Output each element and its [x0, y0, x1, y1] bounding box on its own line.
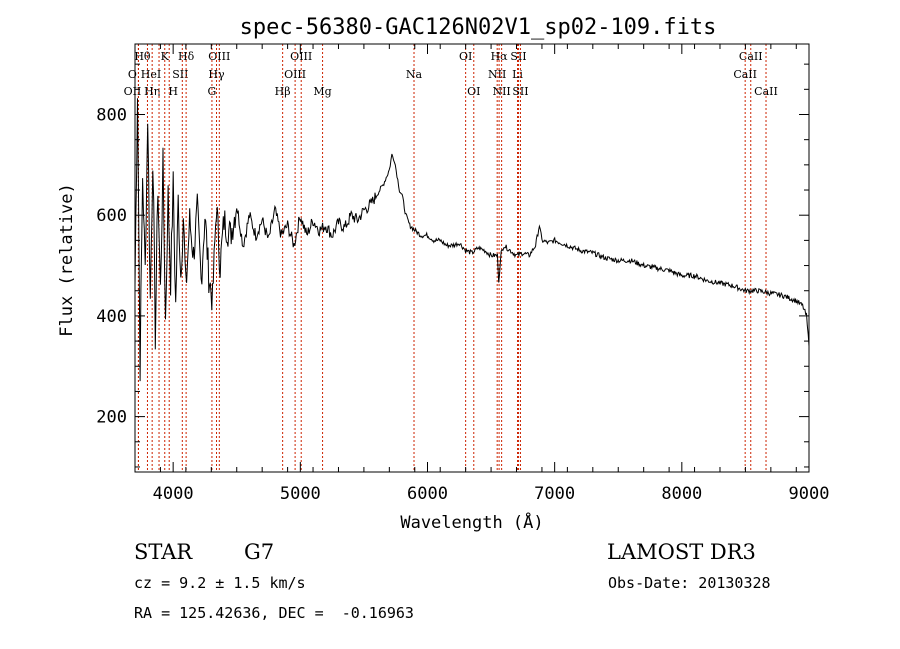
- coordinates: RA = 125.42636, DEC = -0.16963: [134, 604, 414, 622]
- spectrum-series: [134, 98, 810, 382]
- line-label-H-theta: Hθ: [134, 50, 151, 63]
- x-tick-label: 5000: [280, 484, 321, 504]
- line-label-HeI: HeI: [141, 68, 161, 81]
- line-label-OII: OII: [124, 85, 142, 98]
- y-tick-label: 400: [96, 307, 127, 327]
- y-axis-label: Flux (relative): [57, 183, 77, 337]
- line-label-NII-6583: NII: [492, 85, 510, 98]
- y-axis: 200 400 600 800: [96, 63, 809, 468]
- object-class: STAR: [134, 540, 193, 564]
- line-label-OI-6364: OI: [467, 85, 480, 98]
- plot-frame: [134, 43, 810, 473]
- spectrum-line: [134, 98, 810, 382]
- survey-name: LAMOST DR3: [607, 540, 756, 564]
- line-label-Na: Na: [406, 68, 423, 81]
- x-tick-label: 9000: [789, 484, 830, 504]
- line-label-H-gamma: Hγ: [208, 68, 225, 81]
- line-label-H: H: [168, 85, 178, 98]
- x-tick-label: 4000: [153, 484, 194, 504]
- y-tick-label: 200: [96, 408, 127, 428]
- x-tick-label: 7000: [534, 484, 575, 504]
- line-label-H-beta: Hβ: [275, 85, 291, 98]
- line-label-CaII-8498: CaII: [733, 68, 757, 81]
- line-label-OII-b: O: [128, 68, 137, 81]
- x-axis-label: Wavelength (Å): [400, 511, 543, 533]
- line-label-H-delta: Hδ: [178, 50, 195, 63]
- line-label-OIII-5007: OIII: [290, 50, 312, 63]
- line-label-H-alpha: Hα: [491, 50, 509, 63]
- observation-date: Obs-Date: 20130328: [608, 574, 771, 592]
- line-label-OIII-4959: OIII: [284, 68, 306, 81]
- object-subclass: G7: [244, 540, 275, 564]
- y-tick-label: 600: [96, 206, 127, 226]
- line-label-SII-6731: SII: [512, 85, 528, 98]
- line-label-CaII-8542: CaII: [739, 50, 763, 63]
- line-label-H-eta: Hη: [144, 85, 160, 98]
- x-tick-label: 8000: [661, 484, 702, 504]
- line-label-Mg: Mg: [313, 85, 331, 98]
- line-label-Li: Li: [512, 68, 523, 81]
- redshift-velocity: cz = 9.2 ± 1.5 km/s: [134, 574, 306, 592]
- line-label-OIII-4363: OIII: [208, 50, 230, 63]
- line-label-SII: SII: [172, 68, 188, 81]
- x-axis: 4000 5000 6000 7000 8000 9000: [134, 44, 830, 504]
- line-label-OI-6300: OI: [459, 50, 472, 63]
- chart-title: spec-56380-GAC126N02V1_sp02-109.fits: [240, 15, 717, 40]
- line-label-G: G: [208, 85, 217, 98]
- line-label-CaII-8662: CaII: [754, 85, 778, 98]
- line-label-NII-6548: NII: [488, 68, 506, 81]
- x-tick-label: 6000: [407, 484, 448, 504]
- y-tick-label: 800: [96, 105, 127, 125]
- line-label-SII-6716: SII: [510, 50, 526, 63]
- line-label-K: K: [161, 50, 170, 63]
